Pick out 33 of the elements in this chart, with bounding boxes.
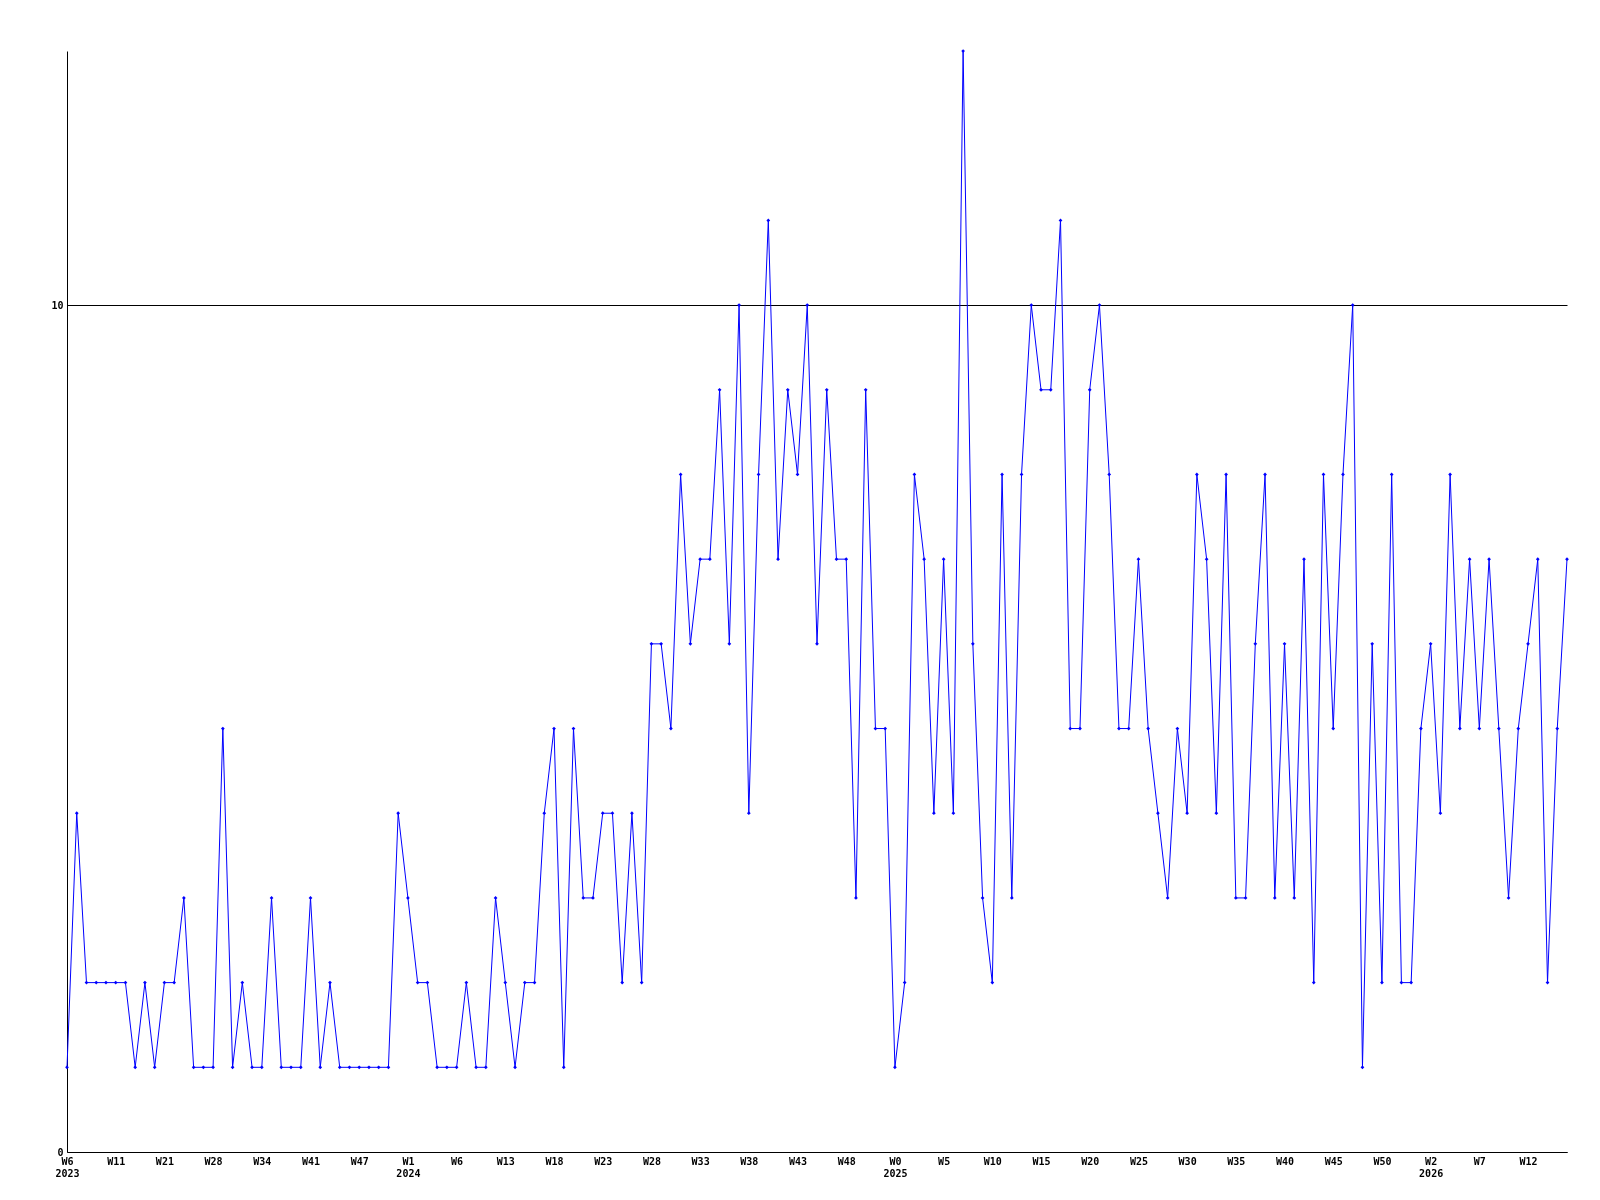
x-tick-label: W18 xyxy=(545,1155,564,1167)
x-tick-label: W7 xyxy=(1473,1155,1486,1167)
y-tick-label: 10 xyxy=(51,299,64,311)
x-tick-label: W28 xyxy=(204,1155,223,1167)
x-tick-label: W43 xyxy=(788,1155,808,1167)
x-tick-label: W21 xyxy=(155,1155,174,1167)
x-tick-label: W38 xyxy=(740,1155,759,1167)
x-tick-label: W6 2023 xyxy=(55,1155,80,1179)
x-tick-label: W20 xyxy=(1081,1155,1100,1167)
x-tick-label: W34 xyxy=(253,1155,272,1167)
x-tick-label: W11 xyxy=(107,1155,126,1167)
x-tick-label: W45 xyxy=(1324,1155,1343,1167)
x-tick-label: W50 xyxy=(1373,1155,1392,1167)
x-tick-label: W0 2025 xyxy=(883,1155,908,1179)
x-tick-label: W15 xyxy=(1032,1155,1051,1167)
x-tick-label: W1 2024 xyxy=(396,1155,421,1179)
x-tick-label: W40 xyxy=(1276,1155,1295,1167)
x-tick-label: W25 xyxy=(1129,1155,1148,1167)
x-tick-label: W35 xyxy=(1227,1155,1246,1167)
x-tick-label: W13 xyxy=(496,1155,515,1167)
x-tick-label: W41 xyxy=(301,1155,321,1167)
x-tick-label: W47 xyxy=(350,1155,369,1167)
x-tick-label: W33 xyxy=(691,1155,710,1167)
x-tick-label: W28 xyxy=(642,1155,661,1167)
x-tick-label: W6 xyxy=(451,1155,464,1167)
x-tick-label: W48 xyxy=(837,1155,856,1167)
x-tick-label: W30 xyxy=(1178,1155,1197,1167)
y-tick-label: 0 xyxy=(57,1146,64,1158)
x-tick-label: W23 xyxy=(594,1155,613,1167)
x-tick-label: W10 xyxy=(983,1155,1002,1167)
x-tick-label: W2 2026 xyxy=(1419,1155,1444,1179)
x-tick-label: W12 xyxy=(1519,1155,1538,1167)
x-tick-label: W5 xyxy=(938,1155,951,1167)
